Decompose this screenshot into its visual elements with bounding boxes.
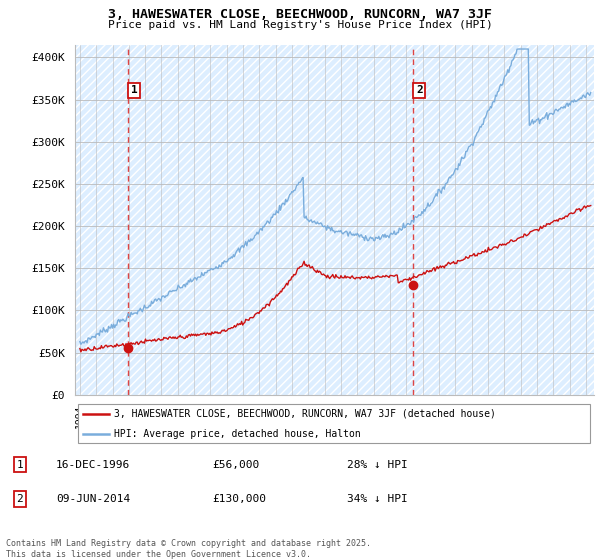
Text: 1: 1: [131, 85, 137, 95]
Text: 2: 2: [17, 494, 23, 504]
Text: 34% ↓ HPI: 34% ↓ HPI: [347, 494, 408, 504]
Text: 28% ↓ HPI: 28% ↓ HPI: [347, 460, 408, 470]
Text: £56,000: £56,000: [212, 460, 259, 470]
Text: Price paid vs. HM Land Registry's House Price Index (HPI): Price paid vs. HM Land Registry's House …: [107, 20, 493, 30]
Text: HPI: Average price, detached house, Halton: HPI: Average price, detached house, Halt…: [114, 428, 361, 438]
Text: £130,000: £130,000: [212, 494, 266, 504]
Text: 16-DEC-1996: 16-DEC-1996: [56, 460, 130, 470]
Text: Contains HM Land Registry data © Crown copyright and database right 2025.
This d: Contains HM Land Registry data © Crown c…: [6, 539, 371, 559]
Text: 3, HAWESWATER CLOSE, BEECHWOOD, RUNCORN, WA7 3JF: 3, HAWESWATER CLOSE, BEECHWOOD, RUNCORN,…: [108, 8, 492, 21]
Text: 2: 2: [416, 85, 422, 95]
FancyBboxPatch shape: [77, 404, 590, 444]
Text: 09-JUN-2014: 09-JUN-2014: [56, 494, 130, 504]
Text: 1: 1: [17, 460, 23, 470]
Text: 3, HAWESWATER CLOSE, BEECHWOOD, RUNCORN, WA7 3JF (detached house): 3, HAWESWATER CLOSE, BEECHWOOD, RUNCORN,…: [114, 409, 496, 419]
